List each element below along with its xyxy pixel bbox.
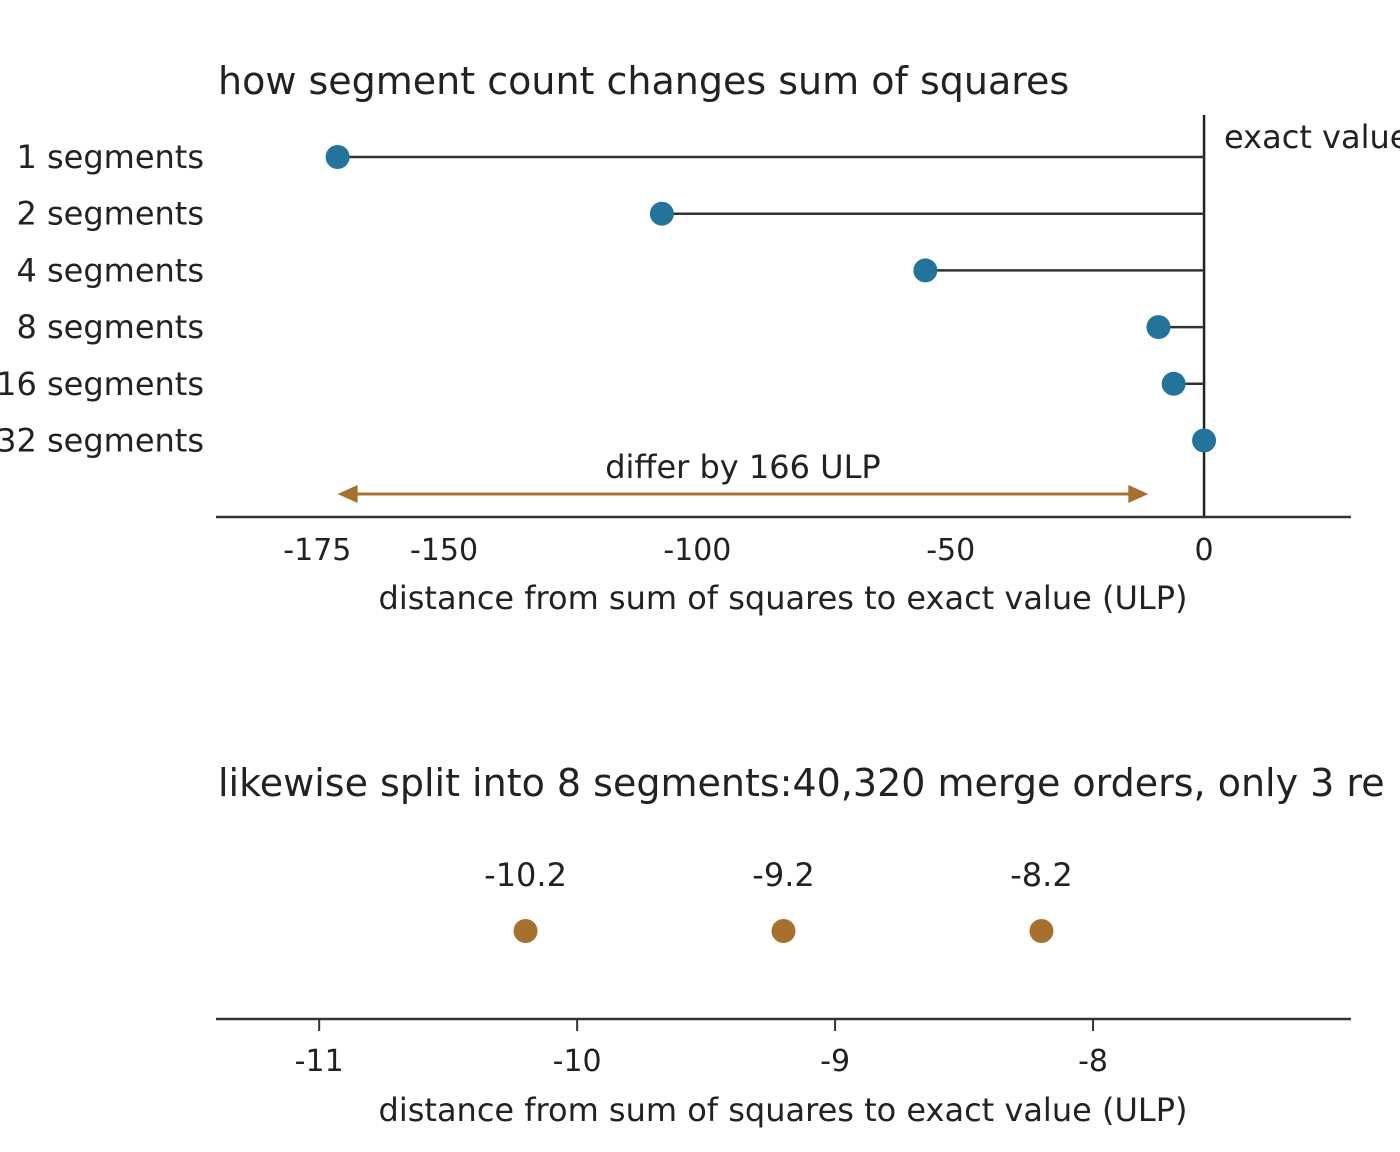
data-point xyxy=(513,919,538,943)
category-label: 2 segments xyxy=(16,195,204,233)
annotation-label: differ by 166 ULP xyxy=(605,448,880,486)
difference-annotation: differ by 166 ULP xyxy=(337,448,1149,503)
data-label: -9.2 xyxy=(752,856,814,894)
x-tick-label: -150 xyxy=(410,533,478,568)
data-point xyxy=(1146,315,1171,340)
bottom-chart-x-axis-label: distance from sum of squares to exact va… xyxy=(379,1091,1188,1129)
data-point xyxy=(913,258,938,283)
bottom-chart-title: likewise split into 8 segments:40,320 me… xyxy=(218,761,1385,805)
arrowhead-right xyxy=(1128,485,1149,503)
top-chart-title: how segment count changes sum of squares xyxy=(218,59,1069,103)
x-tick-label: -8 xyxy=(1078,1044,1108,1079)
x-tick-label: -100 xyxy=(663,533,731,568)
data-label: -10.2 xyxy=(484,856,567,894)
data-point xyxy=(1161,371,1186,396)
x-tick-label: -175 xyxy=(283,533,351,568)
bottom-chart-x-axis: -11 -10 -9 -8 xyxy=(216,1017,1351,1079)
data-point xyxy=(325,145,350,169)
top-chart-x-axis-label: distance from sum of squares to exact va… xyxy=(379,579,1188,617)
category-label: 1 segments xyxy=(16,138,204,176)
data-point xyxy=(1192,428,1217,453)
bottom-chart-points: -10.2 -9.2 -8.2 xyxy=(484,856,1073,943)
top-chart-x-axis: -175 -150 -100 -50 0 xyxy=(216,515,1351,568)
bottom-chart: likewise split into 8 segments:40,320 me… xyxy=(216,761,1385,1129)
x-tick-label: -11 xyxy=(295,1044,344,1079)
category-label: 4 segments xyxy=(16,251,204,289)
top-chart-stems xyxy=(337,155,1205,386)
data-label: -8.2 xyxy=(1010,856,1072,894)
data-point xyxy=(771,919,796,943)
arrowhead-left xyxy=(337,485,358,503)
exact-value-label: exact value xyxy=(1224,118,1400,156)
exact-value-reference: exact value xyxy=(1202,115,1400,517)
top-chart: how segment count changes sum of squares… xyxy=(0,59,1400,617)
x-tick-label: 0 xyxy=(1195,533,1214,568)
data-point xyxy=(1029,919,1054,943)
x-tick-label: -10 xyxy=(553,1044,602,1079)
top-chart-points xyxy=(325,145,1217,453)
x-tick-label: -50 xyxy=(926,533,975,568)
top-chart-category-labels: 1 segments 2 segments 4 segments 8 segments… xyxy=(0,138,204,460)
x-tick-label: -9 xyxy=(820,1044,850,1079)
category-label: 16 segments xyxy=(0,365,204,403)
category-label: 32 segments xyxy=(0,422,204,460)
category-label: 8 segments xyxy=(16,308,204,346)
data-point xyxy=(649,201,674,226)
